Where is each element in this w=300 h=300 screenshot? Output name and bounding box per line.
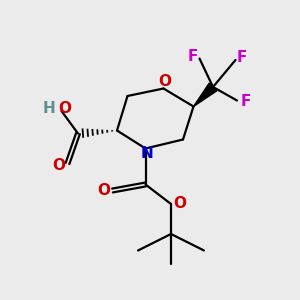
Text: O: O [52, 158, 66, 172]
Text: O: O [158, 74, 172, 89]
Text: F: F [188, 49, 198, 64]
Text: N: N [141, 146, 153, 161]
Text: F: F [237, 50, 247, 65]
Polygon shape [194, 83, 217, 106]
Text: O: O [173, 196, 186, 211]
Text: H: H [43, 101, 55, 116]
Text: O: O [97, 183, 110, 198]
Text: O: O [58, 101, 71, 116]
Text: F: F [240, 94, 250, 110]
